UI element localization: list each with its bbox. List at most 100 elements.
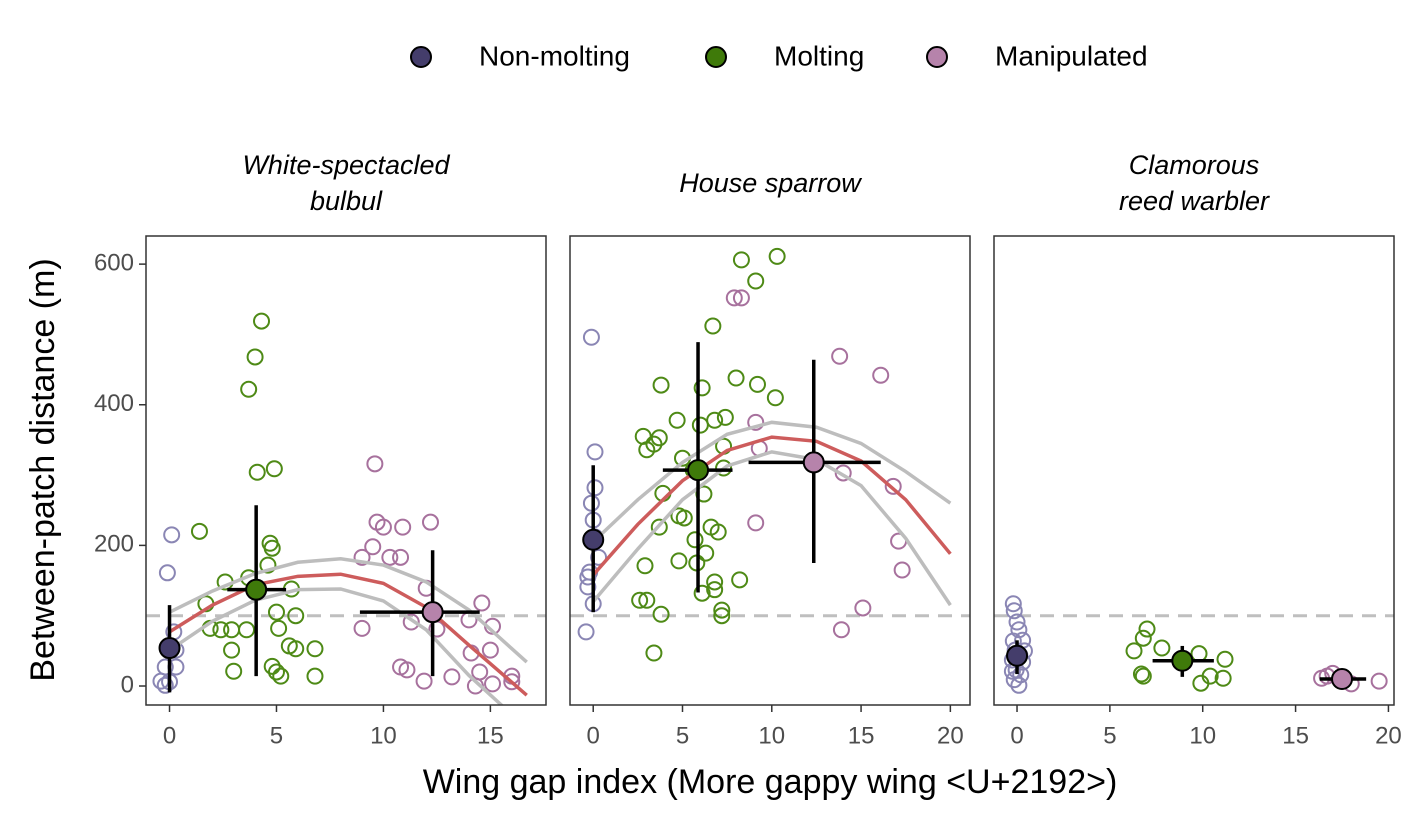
data-point xyxy=(1216,650,1234,668)
data-point xyxy=(238,621,256,639)
mean-point xyxy=(245,578,268,601)
data-point xyxy=(267,603,285,621)
data-point xyxy=(402,613,420,631)
data-point xyxy=(652,605,670,623)
data-point xyxy=(1008,613,1026,631)
data-point xyxy=(645,644,663,662)
data-point xyxy=(747,413,765,431)
data-point xyxy=(364,538,382,556)
data-point xyxy=(503,673,521,691)
data-point xyxy=(884,477,902,495)
data-point xyxy=(650,518,668,536)
x-axis-title: Wing gap index (More gappy wing <U+2192>… xyxy=(423,763,1118,801)
data-point xyxy=(473,594,491,612)
data-point xyxy=(248,463,266,481)
data-point xyxy=(381,548,399,566)
data-point xyxy=(1192,674,1210,692)
legend-label: Manipulated xyxy=(995,40,1148,71)
data-point xyxy=(686,531,704,549)
data-point xyxy=(1134,629,1152,647)
y-tick-label: 0 xyxy=(121,671,134,698)
data-point xyxy=(732,289,750,307)
panel-border xyxy=(569,235,971,706)
legend-marker xyxy=(410,46,432,68)
plot-area xyxy=(994,595,1394,694)
fit-line xyxy=(591,435,952,577)
data-point xyxy=(287,607,305,625)
y-tick-label: 400 xyxy=(94,390,134,417)
data-point xyxy=(1134,667,1152,685)
data-point xyxy=(638,441,656,459)
data-point xyxy=(747,514,765,532)
facet-title: reed warbler xyxy=(1119,186,1270,216)
x-tick-label: 0 xyxy=(587,722,600,749)
data-point xyxy=(156,676,174,694)
x-tick-label: 20 xyxy=(937,722,964,749)
data-point xyxy=(443,668,461,686)
x-tick-label: 5 xyxy=(676,722,689,749)
data-point xyxy=(484,675,502,693)
data-point xyxy=(590,548,608,566)
data-point xyxy=(272,667,290,685)
data-point xyxy=(287,640,305,658)
x-tick-label: 10 xyxy=(758,722,785,749)
data-point xyxy=(246,348,264,366)
data-point xyxy=(1214,669,1232,687)
data-point xyxy=(471,663,489,681)
data-point xyxy=(374,518,392,536)
data-point xyxy=(727,369,745,387)
data-point xyxy=(223,621,241,639)
mean-point xyxy=(1331,667,1354,690)
data-point xyxy=(223,641,241,659)
data-point xyxy=(652,376,670,394)
data-point xyxy=(421,513,439,531)
ci-lower xyxy=(591,450,952,607)
facet-title: bulbul xyxy=(310,186,383,216)
data-point xyxy=(1138,620,1156,638)
data-point xyxy=(306,640,324,658)
data-point xyxy=(1004,595,1022,613)
x-tick-label: 5 xyxy=(270,722,283,749)
data-point xyxy=(394,518,412,536)
x-tick-label: 20 xyxy=(1375,722,1402,749)
data-point xyxy=(579,578,597,596)
mean-point xyxy=(582,528,605,551)
data-point xyxy=(240,380,258,398)
panel-border xyxy=(145,235,547,706)
data-point xyxy=(586,479,604,497)
x-tick-label: 10 xyxy=(1189,722,1216,749)
data-point xyxy=(693,584,711,602)
data-point xyxy=(893,561,911,579)
plot-area xyxy=(570,247,970,662)
mean-point xyxy=(802,451,825,474)
data-point xyxy=(579,568,597,586)
data-point xyxy=(732,251,750,269)
data-point xyxy=(253,312,271,330)
mean-point xyxy=(1006,644,1029,667)
data-point xyxy=(706,581,724,599)
x-tick-label: 0 xyxy=(163,722,176,749)
data-point xyxy=(675,509,693,527)
data-point xyxy=(190,522,208,540)
x-tick-label: 10 xyxy=(370,722,397,749)
data-point xyxy=(832,621,850,639)
data-point xyxy=(267,663,285,681)
data-point xyxy=(691,416,709,434)
mean-point xyxy=(158,637,181,660)
data-point xyxy=(766,389,784,407)
legend-label: Molting xyxy=(774,40,864,71)
facet-title: Clamorous xyxy=(1129,150,1260,180)
data-point xyxy=(713,607,731,625)
data-point xyxy=(706,411,724,429)
data-point xyxy=(481,641,499,659)
data-point xyxy=(1132,665,1150,683)
data-point xyxy=(1153,639,1171,657)
mean-point xyxy=(687,459,710,482)
data-point xyxy=(353,548,371,566)
data-point xyxy=(668,411,686,429)
x-tick-label: 15 xyxy=(1282,722,1309,749)
data-point xyxy=(697,544,715,562)
data-point xyxy=(392,548,410,566)
x-tick-label: 15 xyxy=(848,722,875,749)
